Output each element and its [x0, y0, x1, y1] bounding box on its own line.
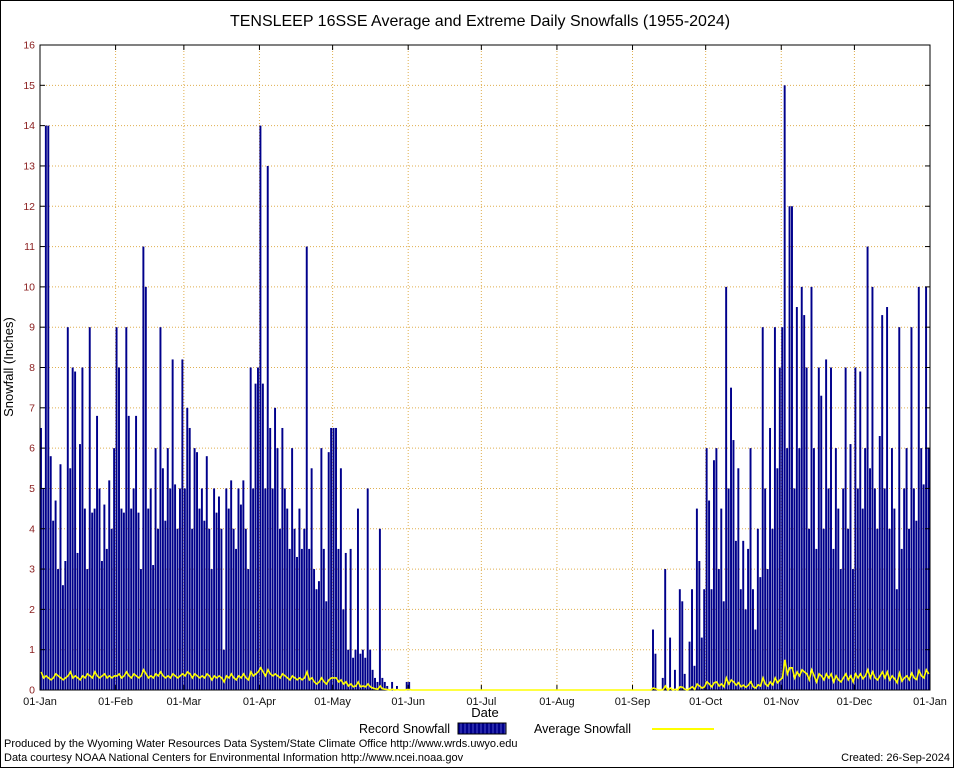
footer-created: Created: 26-Sep-2024: [841, 752, 950, 764]
y-tick-label: 4: [29, 523, 35, 535]
x-tick-label: 01-Jul: [466, 696, 496, 708]
y-tick-label: 8: [29, 362, 35, 374]
x-tick-label: 01-Mar: [166, 696, 201, 708]
x-tick-label: 01-Jan: [23, 696, 57, 708]
y-tick-label: 9: [29, 322, 35, 334]
y-tick-label: 1: [29, 644, 35, 656]
x-axis-title: Date: [471, 705, 498, 720]
y-tick-label: 12: [23, 201, 35, 213]
x-tick-label: 01-Nov: [764, 696, 800, 708]
x-tick-label: 01-May: [314, 696, 351, 708]
legend: Record Snowfall Average Snowfall: [359, 722, 714, 736]
legend-average-label: Average Snowfall: [534, 722, 631, 736]
x-tick-label: 01-Feb: [98, 696, 133, 708]
y-tick-label: 13: [23, 160, 35, 172]
footer-producer: Produced by the Wyoming Water Resources …: [4, 738, 517, 750]
y-tick-label: 2: [29, 604, 35, 616]
x-tick-label: 01-Oct: [689, 696, 722, 708]
y-tick-label: 3: [29, 564, 35, 576]
y-axis-title: Snowfall (Inches): [1, 317, 16, 417]
x-tick-label: 01-Jun: [391, 696, 425, 708]
y-tick-label: 14: [23, 120, 35, 132]
y-tick-label: 16: [23, 40, 35, 52]
y-tick-label: 0: [29, 685, 35, 697]
y-tick-label: 5: [29, 483, 35, 495]
y-tick-label: 15: [23, 80, 35, 92]
y-tick-label: 11: [24, 241, 35, 253]
legend-record-swatch: [457, 722, 507, 735]
x-tick-label: 01-Dec: [837, 696, 873, 708]
x-tick-label: 01-Aug: [539, 696, 574, 708]
x-tick-label: 01-Jan: [913, 696, 947, 708]
page-title: TENSLEEP 16SSE Average and Extreme Daily…: [230, 13, 730, 30]
legend-record-label: Record Snowfall: [359, 722, 450, 736]
x-tick-label: 01-Apr: [243, 696, 276, 708]
y-tick-label: 10: [23, 281, 35, 293]
y-tick-label: 7: [29, 402, 35, 414]
footer-courtesy: Data courtesy NOAA National Centers for …: [4, 752, 464, 764]
x-tick-label: 01-Sep: [615, 696, 650, 708]
y-tick-label: 6: [29, 443, 35, 455]
